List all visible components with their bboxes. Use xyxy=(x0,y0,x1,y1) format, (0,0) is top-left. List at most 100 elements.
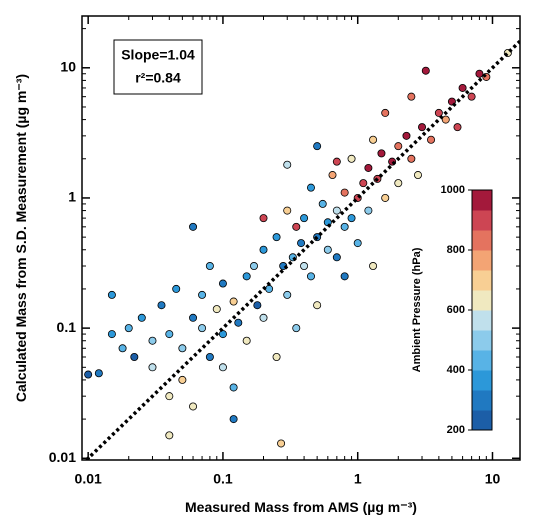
point xyxy=(218,330,227,339)
point xyxy=(377,149,386,158)
x-axis-label: Measured Mass from AMS (µg m⁻³) xyxy=(185,499,417,515)
point xyxy=(292,222,301,231)
point xyxy=(178,344,187,353)
point xyxy=(318,199,327,208)
point xyxy=(165,392,174,401)
point xyxy=(353,239,362,248)
point xyxy=(259,214,268,223)
point xyxy=(212,305,221,314)
colorbar-tick-label: 800 xyxy=(447,244,465,256)
point xyxy=(328,171,337,180)
point xyxy=(249,262,258,271)
point xyxy=(265,284,274,293)
colorbar-band xyxy=(472,370,492,391)
point xyxy=(94,369,103,378)
colorbar-label: Ambient Pressure (hPa) xyxy=(411,247,423,372)
point xyxy=(165,330,174,339)
point xyxy=(84,370,93,379)
point xyxy=(364,163,373,172)
point xyxy=(229,415,238,424)
colorbar-band xyxy=(472,390,492,411)
point xyxy=(347,154,356,163)
point xyxy=(340,188,349,197)
point xyxy=(229,297,238,306)
colorbar-band xyxy=(472,310,492,331)
plot-frame xyxy=(81,15,521,461)
x-tick-label: 1 xyxy=(354,471,362,487)
colorbar-tick-label: 600 xyxy=(447,304,465,316)
colorbar-tick-label: 400 xyxy=(447,364,465,376)
point xyxy=(283,290,292,299)
annotation: r²=0.84 xyxy=(135,70,181,86)
point xyxy=(441,115,450,124)
point xyxy=(130,352,139,361)
point xyxy=(369,262,378,271)
point xyxy=(347,214,356,223)
x-tick-label: 0.01 xyxy=(75,471,102,487)
x-tick-label: 10 xyxy=(485,471,501,487)
y-tick-label: 0.1 xyxy=(57,319,77,335)
point xyxy=(218,363,227,372)
point xyxy=(189,313,198,322)
point xyxy=(234,318,243,327)
colorbar-band xyxy=(472,250,492,271)
point xyxy=(407,92,416,101)
plot-area xyxy=(84,39,520,460)
point xyxy=(272,352,281,361)
point xyxy=(205,262,214,271)
point xyxy=(323,245,332,254)
point xyxy=(283,206,292,215)
point xyxy=(272,233,281,242)
point xyxy=(313,142,322,151)
colorbar-tick-label: 1000 xyxy=(441,184,465,196)
point xyxy=(300,262,309,271)
point xyxy=(475,69,484,78)
point xyxy=(364,206,373,215)
point xyxy=(381,193,390,202)
point xyxy=(332,157,341,166)
point xyxy=(124,324,133,333)
point xyxy=(458,83,467,92)
colorbar-band xyxy=(472,210,492,231)
point xyxy=(242,336,251,345)
colorbar-band xyxy=(472,230,492,251)
point xyxy=(242,272,251,281)
point xyxy=(218,279,227,288)
point xyxy=(306,183,315,192)
point xyxy=(107,290,116,299)
point xyxy=(118,344,127,353)
point xyxy=(306,272,315,281)
point xyxy=(297,239,306,248)
y-tick-label: 0.01 xyxy=(49,449,76,465)
point xyxy=(259,313,268,322)
y-tick-label: 1 xyxy=(68,189,76,205)
point xyxy=(421,66,430,75)
point xyxy=(283,160,292,169)
point xyxy=(137,313,146,322)
point xyxy=(178,375,187,384)
point xyxy=(340,222,349,231)
colorbar-tick-label: 200 xyxy=(447,424,465,436)
point xyxy=(148,336,157,345)
point xyxy=(394,179,403,188)
point xyxy=(205,352,214,361)
point xyxy=(413,171,422,180)
colorbar-band xyxy=(472,330,492,351)
point xyxy=(313,301,322,310)
one-to-one-line xyxy=(85,39,520,460)
point xyxy=(394,142,403,151)
point xyxy=(418,123,427,132)
point xyxy=(434,108,443,117)
point xyxy=(198,324,207,333)
point xyxy=(165,431,174,440)
point xyxy=(467,92,476,101)
point xyxy=(292,324,301,333)
point xyxy=(189,222,198,231)
point xyxy=(427,135,436,144)
point xyxy=(407,154,416,163)
point xyxy=(277,439,286,448)
point xyxy=(259,245,268,254)
colorbar-band xyxy=(472,190,492,211)
point xyxy=(332,253,341,262)
